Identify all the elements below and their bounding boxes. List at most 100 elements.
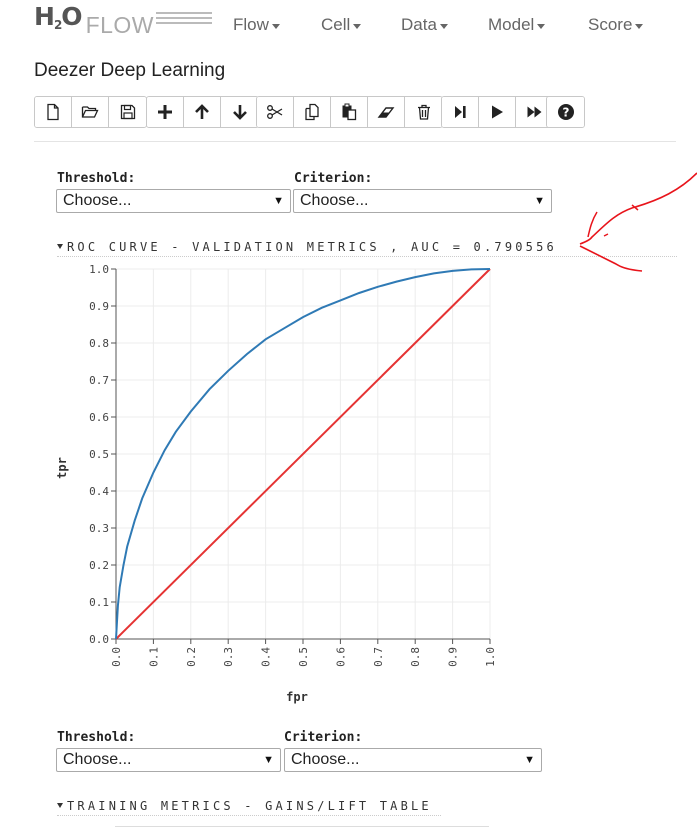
training-criterion-label: Criterion: [284, 730, 363, 745]
scissors-icon [267, 105, 283, 119]
training-threshold-select[interactable]: Choose... ▼ [56, 748, 281, 772]
h2o-flow-logo[interactable]: H2O FLOW [34, 2, 212, 40]
roc-curve-chart: 0.0 0.1 0.2 0.3 0.4 0.5 0.6 0.7 0.8 0.9 1.0 0.0 0.1 0… [56, 263, 496, 704]
insert-cell-button[interactable] [147, 97, 184, 127]
training-criterion-select-value: Choose... [291, 751, 360, 768]
y-tick-label: 0.8 [89, 337, 109, 350]
toolbar-divider [34, 141, 676, 142]
x-tick-label: 0.4 [260, 647, 273, 667]
training-threshold-select-value: Choose... [63, 751, 132, 768]
menu-score-label: Score [588, 15, 633, 34]
chevron-down-icon [537, 23, 546, 29]
clear-cell-button[interactable] [368, 97, 405, 127]
x-tick-label: 1.0 [484, 647, 496, 667]
new-file-icon [47, 103, 59, 121]
help-button-group: ? [546, 96, 585, 128]
paste-cell-button[interactable] [331, 97, 368, 127]
random-baseline-line [115, 268, 491, 640]
help-icon: ? [557, 104, 574, 120]
arrow-up-icon [195, 104, 209, 119]
x-tick-label: 0.9 [447, 647, 460, 667]
menu-flow[interactable]: Flow [233, 15, 280, 35]
dropdown-arrow-icon: ▼ [273, 195, 284, 207]
training-threshold-label: Threshold: [57, 730, 136, 745]
menu-score[interactable]: Score [588, 15, 644, 35]
gains-heading-rule [57, 815, 441, 816]
collapse-triangle-icon [57, 244, 63, 249]
y-tick-label: 1.0 [89, 263, 109, 276]
top-navbar: H2O FLOW Flow Cell Data Model Score [0, 0, 697, 50]
x-tick-label: 0.7 [372, 647, 385, 667]
menu-cell[interactable]: Cell [321, 15, 362, 35]
y-axis-label: tpr [56, 457, 69, 479]
y-tick-label: 0.7 [89, 374, 109, 387]
save-icon [120, 104, 135, 120]
fast-forward-icon [527, 106, 541, 118]
menu-data[interactable]: Data [401, 15, 448, 35]
dropdown-arrow-icon: ▼ [263, 754, 274, 766]
cut-cell-button[interactable] [257, 97, 294, 127]
chevron-down-icon [439, 23, 448, 29]
file-button-group [34, 96, 147, 128]
gains-heading-text: TRAINING METRICS - GAINS/LIFT TABLE [67, 799, 432, 813]
y-tick-label: 0.0 [89, 633, 109, 646]
x-axis-label: fpr [286, 690, 308, 704]
dropdown-arrow-icon: ▼ [524, 754, 535, 766]
logo-lines-icon [156, 12, 212, 27]
threshold-select-value: Choose... [63, 192, 132, 209]
open-notebook-button[interactable] [72, 97, 109, 127]
logo-h2o-text: H2O [34, 2, 83, 32]
criterion-select-value: Choose... [300, 192, 369, 209]
copy-cell-button[interactable] [294, 97, 331, 127]
menu-cell-label: Cell [321, 15, 351, 34]
y-tick-label: 0.6 [89, 411, 109, 424]
move-cell-up-button[interactable] [184, 97, 221, 127]
gains-table-top-edge [115, 826, 489, 827]
delete-cell-button[interactable] [405, 97, 442, 127]
roc-section-heading[interactable]: ROC CURVE - VALIDATION METRICS , AUC = 0… [57, 240, 557, 254]
arrow-down-icon [232, 105, 247, 120]
run-and-advance-button[interactable] [442, 97, 479, 127]
x-tick-label: 0.1 [147, 647, 160, 667]
x-tick-label: 0.6 [334, 647, 347, 667]
logo-flow-text: FLOW [85, 12, 155, 38]
run-button-group [441, 96, 554, 128]
paste-icon [342, 103, 357, 121]
x-tick-label: 0.0 [110, 647, 123, 667]
menu-data-label: Data [401, 15, 437, 34]
move-cell-down-button[interactable] [221, 97, 258, 127]
collapse-triangle-icon [57, 803, 63, 808]
logo-sub: 2 [53, 18, 62, 32]
y-tick-label: 0.5 [89, 448, 109, 461]
x-tick-label: 0.8 [409, 647, 422, 667]
chevron-down-icon [271, 23, 280, 29]
y-tick-label: 0.3 [89, 522, 109, 535]
x-tick-label: 0.5 [297, 647, 310, 667]
copy-icon [305, 103, 319, 121]
criterion-select[interactable]: Choose... ▼ [293, 189, 552, 213]
run-cell-button[interactable] [479, 97, 516, 127]
training-criterion-select[interactable]: Choose... ▼ [284, 748, 542, 772]
save-notebook-button[interactable] [109, 97, 146, 127]
play-icon [492, 105, 503, 119]
x-tick-label: 0.2 [185, 647, 198, 667]
clipboard-button-group [256, 96, 443, 128]
gains-section-heading[interactable]: TRAINING METRICS - GAINS/LIFT TABLE [57, 799, 432, 813]
plus-icon [158, 105, 172, 119]
menu-model[interactable]: Model [488, 15, 546, 35]
menu-model-label: Model [488, 15, 535, 34]
threshold-select[interactable]: Choose... ▼ [56, 189, 291, 213]
help-button[interactable]: ? [547, 97, 584, 127]
criterion-label: Criterion: [294, 171, 373, 186]
trash-icon [417, 104, 430, 120]
roc-heading-text: ROC CURVE - VALIDATION METRICS , AUC = 0… [67, 240, 557, 254]
y-tick-label: 0.4 [89, 485, 109, 498]
new-notebook-button[interactable] [35, 97, 72, 127]
chevron-down-icon [353, 23, 362, 29]
y-tick-label: 0.9 [89, 300, 109, 313]
notebook-title[interactable]: Deezer Deep Learning [34, 60, 226, 81]
step-forward-icon [455, 106, 466, 118]
eraser-icon [377, 107, 395, 118]
dropdown-arrow-icon: ▼ [534, 195, 545, 207]
threshold-label: Threshold: [57, 171, 136, 186]
